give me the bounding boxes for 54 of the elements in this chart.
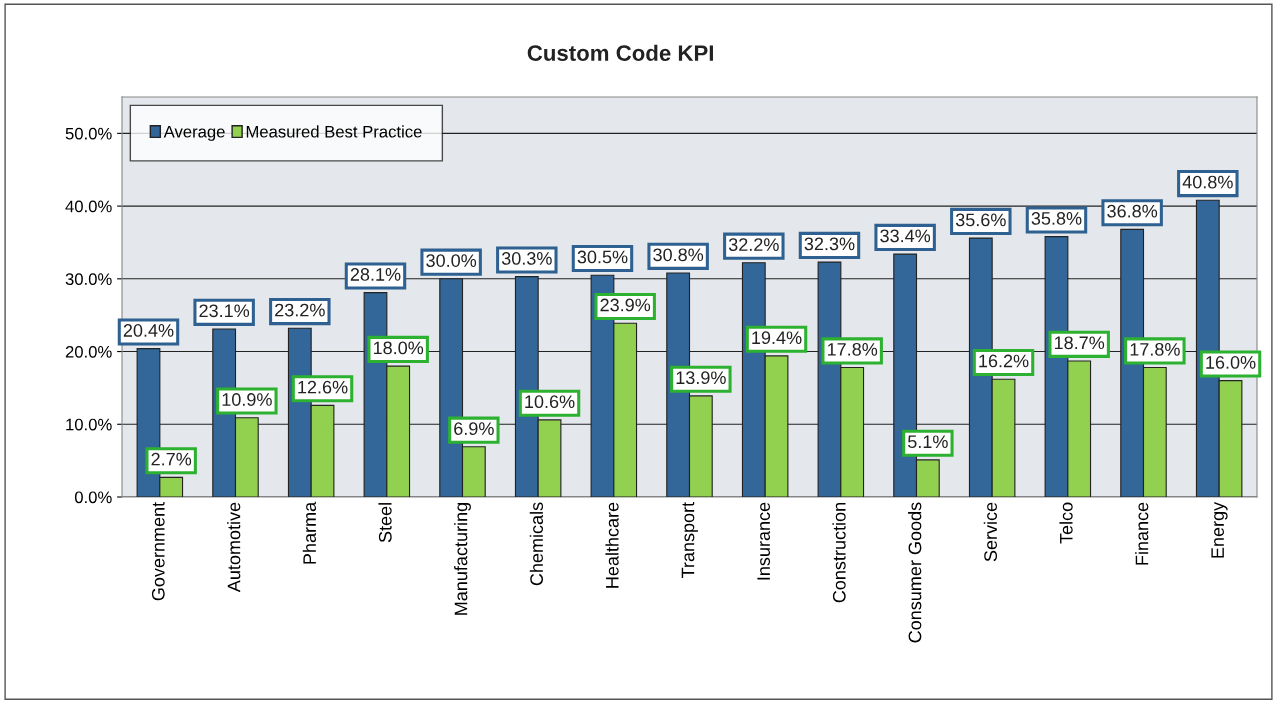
data-label: 35.8% — [1031, 212, 1082, 225]
x-tick-label: Consumer Goods — [908, 502, 922, 643]
data-label: 23.1% — [199, 304, 250, 318]
y-tick-label: 10.0% — [66, 418, 112, 431]
x-tick-label: Insurance — [757, 502, 771, 580]
data-label: 16.0% — [1206, 356, 1256, 369]
x-tick-label: Service — [983, 502, 998, 562]
data-label: 17.8% — [1130, 342, 1180, 356]
x-tick-label: Transport — [681, 501, 698, 579]
data-label: 35.6% — [955, 213, 1006, 227]
legend-label: Measured Best Practice — [246, 125, 422, 138]
x-tick-label: Construction — [832, 503, 846, 603]
data-label: 33.4% — [880, 229, 931, 243]
data-label: 28.1% — [350, 268, 401, 281]
data-label: 30.0% — [426, 254, 477, 267]
y-tick-label: 50.0% — [65, 127, 112, 140]
y-tick-label: 30.0% — [65, 273, 112, 286]
data-label: 12.6% — [298, 380, 348, 394]
data-label: 32.2% — [728, 238, 779, 251]
x-tick-label: Government — [151, 501, 165, 601]
data-label: 2.7% — [151, 452, 192, 466]
data-label: 30.8% — [653, 248, 704, 262]
x-tick-label: Healthcare — [605, 502, 619, 588]
data-label: 18.7% — [1054, 336, 1105, 350]
data-label: 20.4% — [123, 324, 174, 337]
legend-label: Average — [163, 125, 225, 141]
y-tick-label: 40.0% — [65, 200, 112, 213]
data-label: 10.6% — [525, 395, 575, 409]
y-tick-label: 20.0% — [65, 345, 112, 358]
y-tick-label: 0.0% — [74, 491, 112, 504]
data-label: 18.0% — [373, 341, 424, 355]
data-label: 19.4% — [752, 331, 802, 345]
data-label: 30.5% — [577, 250, 628, 264]
x-tick-label: Automotive — [227, 502, 241, 593]
chart-title: Custom Code KPI — [527, 44, 713, 61]
x-tick-label: Steel — [378, 503, 392, 543]
data-label: 32.3% — [804, 237, 855, 251]
data-label: 13.9% — [676, 371, 726, 385]
data-label: 16.2% — [979, 354, 1029, 368]
x-tick-label: Energy — [1211, 501, 1228, 558]
data-label: 10.9% — [222, 393, 272, 406]
data-label: 30.3% — [501, 252, 552, 265]
data-label: 23.9% — [600, 298, 651, 312]
data-label: 23.2% — [275, 303, 325, 317]
data-label: 17.8% — [827, 342, 878, 356]
data-label: 5.1% — [908, 435, 948, 449]
x-tick-label: Pharma — [302, 501, 317, 564]
data-label: 36.8% — [1107, 204, 1158, 218]
x-tick-label: Finance — [1135, 502, 1149, 565]
data-label: 6.9% — [454, 422, 494, 435]
data-label: 40.8% — [1182, 175, 1233, 189]
x-tick-label: Chemicals — [529, 502, 544, 586]
x-tick-label: Telco — [1059, 502, 1073, 544]
x-tick-label: Manufacturing — [454, 503, 471, 615]
